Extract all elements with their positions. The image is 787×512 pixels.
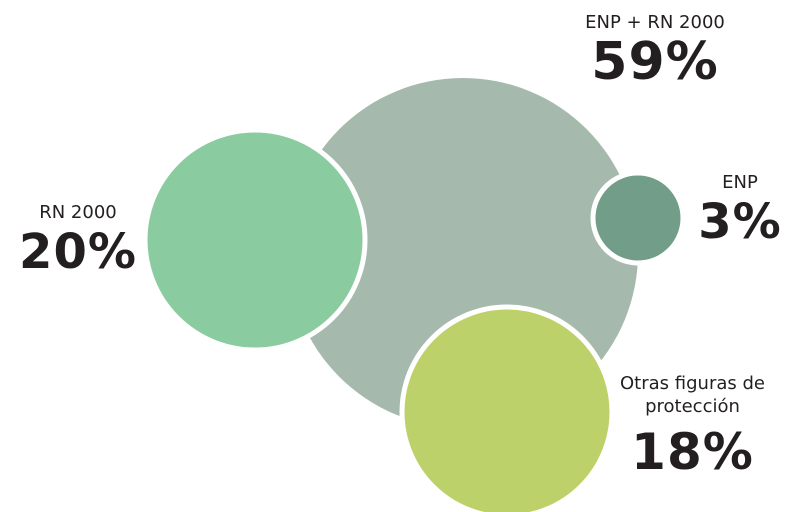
label-enp: ENP 3%: [690, 172, 787, 250]
bubble-otras: [399, 304, 615, 512]
label-otras: Otras figuras de protección 18%: [610, 372, 775, 477]
label-otras-name: Otras figuras de protección: [620, 373, 765, 418]
label-rn2000-value: 20%: [19, 224, 137, 280]
bubble-enp: [590, 170, 686, 266]
bubble-rn2000: [142, 127, 368, 353]
label-enp-rn2000: ENP + RN 2000 59%: [560, 12, 750, 92]
label-otras-value: 18%: [631, 422, 754, 481]
label-rn2000-name: RN 2000: [39, 202, 117, 223]
label-rn2000: RN 2000 20%: [8, 202, 148, 280]
label-enp-rn2000-name: ENP + RN 2000: [585, 12, 725, 33]
label-enp-value: 3%: [698, 194, 782, 250]
label-enp-name: ENP: [722, 172, 758, 193]
label-enp-rn2000-value: 59%: [591, 32, 719, 92]
